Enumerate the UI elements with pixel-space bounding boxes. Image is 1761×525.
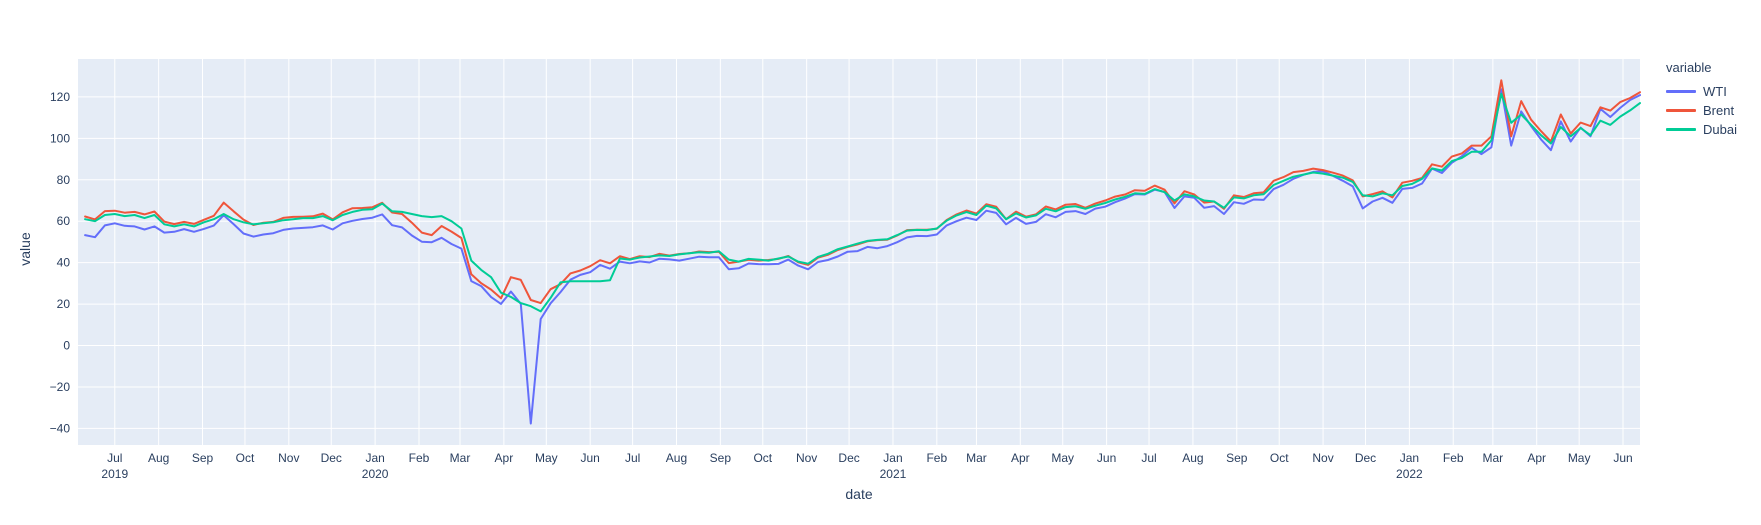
x-tick-label: Dec bbox=[321, 451, 342, 465]
y-tick-label: 0 bbox=[63, 339, 70, 353]
legend-item-dubai[interactable]: Dubai bbox=[1666, 120, 1737, 139]
series-line-dubai[interactable] bbox=[84, 92, 1641, 313]
legend-item-label: Dubai bbox=[1703, 122, 1737, 137]
x-tick-label: Oct bbox=[236, 451, 255, 465]
y-axis-title: value bbox=[17, 232, 33, 266]
y-tick-label: 20 bbox=[57, 297, 71, 311]
legend: variable WTI Brent Dubai bbox=[1666, 60, 1737, 139]
legend-item-wti[interactable]: WTI bbox=[1666, 82, 1737, 101]
legend-item-label: Brent bbox=[1703, 103, 1735, 118]
x-tick-label: Dec bbox=[1355, 451, 1376, 465]
y-tick-label: 100 bbox=[50, 131, 70, 145]
x-tick-label: Jul bbox=[1141, 451, 1156, 465]
x-tick-label: Jun bbox=[580, 451, 599, 465]
x-tick-label: Oct bbox=[1270, 451, 1289, 465]
legend-item-brent[interactable]: Brent bbox=[1666, 101, 1737, 120]
y-tick-label: 80 bbox=[57, 173, 71, 187]
legend-line-swatch-dubai bbox=[1666, 128, 1696, 131]
y-tick-label: −40 bbox=[50, 421, 71, 435]
y-tick-label: −20 bbox=[50, 380, 71, 394]
x-tick-label: May bbox=[1051, 451, 1074, 465]
x-tick-year-label: 2019 bbox=[101, 467, 128, 481]
x-tick-label: Aug bbox=[666, 451, 687, 465]
x-tick-label: Aug bbox=[148, 451, 169, 465]
x-tick-label: Jun bbox=[1613, 451, 1632, 465]
x-tick-label: Jan bbox=[1400, 451, 1419, 465]
x-tick-label: May bbox=[1568, 451, 1591, 465]
x-tick-label: Mar bbox=[1483, 451, 1504, 465]
x-tick-label: Sep bbox=[710, 451, 732, 465]
x-tick-label: Apr bbox=[1011, 451, 1030, 465]
x-tick-label: Jul bbox=[625, 451, 640, 465]
x-tick-label: Jan bbox=[365, 451, 384, 465]
x-tick-label: Oct bbox=[753, 451, 772, 465]
x-tick-label: Jun bbox=[1097, 451, 1116, 465]
x-tick-label: Nov bbox=[796, 451, 817, 465]
x-tick-label: Sep bbox=[192, 451, 214, 465]
x-tick-label: Feb bbox=[409, 451, 430, 465]
legend-title: variable bbox=[1666, 60, 1712, 75]
x-tick-label: Apr bbox=[495, 451, 514, 465]
plot-area[interactable] bbox=[78, 59, 1640, 445]
x-axis-title: date bbox=[845, 486, 873, 502]
x-tick-label: Jan bbox=[883, 451, 902, 465]
y-tick-label: 60 bbox=[57, 214, 71, 228]
x-tick-label: May bbox=[535, 451, 558, 465]
legend-line-swatch-wti bbox=[1666, 90, 1696, 93]
y-tick-label: 120 bbox=[50, 90, 70, 104]
x-tick-label: Mar bbox=[450, 451, 471, 465]
x-tick-label: Mar bbox=[966, 451, 987, 465]
x-tick-label: Feb bbox=[1443, 451, 1464, 465]
series-line-wti[interactable] bbox=[84, 88, 1641, 425]
x-tick-year-label: 2022 bbox=[1396, 467, 1423, 481]
x-tick-label: Feb bbox=[926, 451, 947, 465]
y-tick-label: 40 bbox=[57, 256, 71, 270]
x-tick-label: Jul bbox=[107, 451, 122, 465]
x-tick-label: Nov bbox=[1312, 451, 1333, 465]
x-tick-year-label: 2021 bbox=[880, 467, 907, 481]
x-tick-label: Apr bbox=[1527, 451, 1546, 465]
x-tick-label: Aug bbox=[1182, 451, 1203, 465]
x-tick-label: Sep bbox=[1226, 451, 1248, 465]
legend-item-label: WTI bbox=[1703, 84, 1727, 99]
legend-line-swatch-brent bbox=[1666, 109, 1696, 112]
x-tick-label: Dec bbox=[838, 451, 859, 465]
x-tick-label: Nov bbox=[278, 451, 299, 465]
legend-items: WTI Brent Dubai bbox=[1666, 82, 1737, 139]
x-tick-year-label: 2020 bbox=[362, 467, 389, 481]
